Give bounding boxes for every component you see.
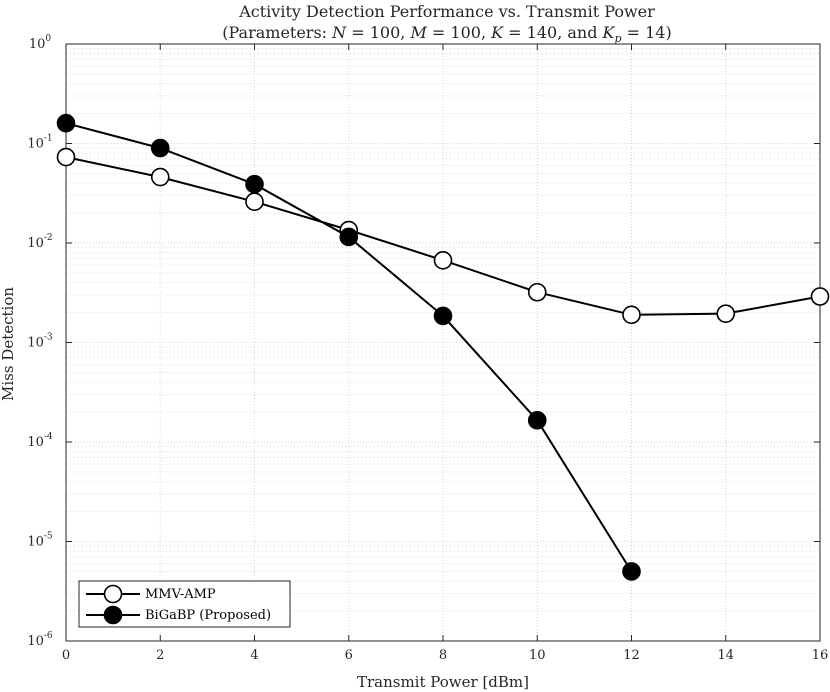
series-1-point — [245, 192, 264, 212]
legend-label: BiGaBP (Proposed) — [145, 608, 271, 623]
y-tick-label: 10-4 — [27, 432, 53, 450]
legend-marker — [103, 584, 123, 604]
y-tick-label: 10-2 — [27, 233, 52, 251]
y-axis-label: Miss Detection — [0, 287, 17, 401]
x-tick-label: 10 — [529, 648, 546, 663]
chart-title: Activity Detection Performance vs. Trans… — [238, 2, 655, 21]
series-2-point — [433, 306, 453, 326]
series-line-1 — [65, 156, 821, 316]
series-2-point — [527, 411, 547, 430]
series-2-point — [339, 227, 359, 247]
series-1-point — [433, 251, 453, 270]
series-1-point — [150, 167, 170, 187]
x-tick-label: 8 — [439, 648, 447, 663]
y-tick-label: 100 — [29, 34, 52, 52]
grid — [65, 43, 821, 642]
y-tick-label: 10-5 — [27, 532, 53, 550]
series-1-point — [56, 147, 76, 167]
x-tick-label: 0 — [62, 648, 70, 663]
series-2-point — [245, 174, 264, 194]
series-1-point — [527, 282, 547, 302]
x-tick-label: 4 — [250, 648, 258, 663]
legend-label: MMV-AMP — [145, 587, 216, 602]
series-2-point — [622, 562, 641, 581]
x-axis-label: Transmit Power [dBm] — [357, 673, 529, 691]
x-tick-label: 2 — [156, 648, 164, 663]
x-tick-label: 6 — [345, 648, 353, 663]
x-tick-label: 12 — [623, 648, 640, 663]
chart-subtitle: (Parameters: N = 100, M = 100, K = 140, … — [222, 23, 671, 45]
axes — [65, 43, 821, 642]
x-tick-label: 16 — [812, 648, 829, 663]
legend: MMV-AMP BiGaBP (Proposed) — [78, 580, 291, 628]
series-1-point — [810, 287, 830, 306]
series-group — [56, 113, 830, 581]
series-2-point — [56, 113, 76, 133]
tick-labels: 0 2 4 6 8 10 12 14 16 100 10-1 10-2 10-3 10-4 10-5 10-6 — [27, 34, 828, 663]
series-1-point — [716, 304, 736, 323]
series-1-point — [622, 305, 641, 325]
y-tick-label: 10-1 — [27, 134, 52, 152]
series-2-point — [150, 138, 170, 158]
x-tick-label: 14 — [717, 648, 734, 663]
y-tick-label: 10-6 — [27, 631, 53, 649]
legend-marker — [103, 605, 123, 625]
y-tick-label: 10-3 — [27, 333, 53, 351]
